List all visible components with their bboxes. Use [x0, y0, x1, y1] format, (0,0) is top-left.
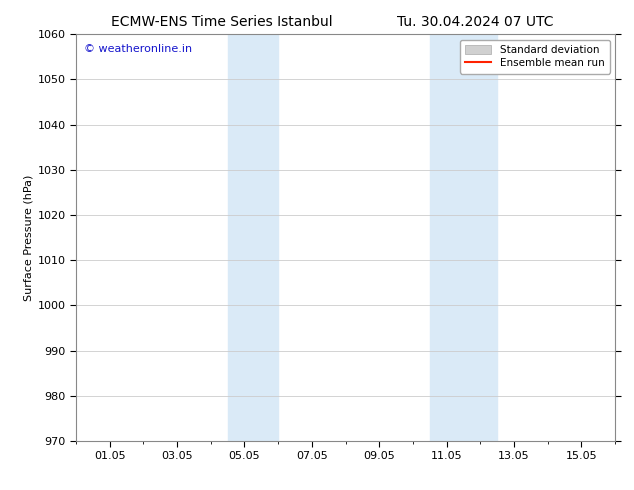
Legend: Standard deviation, Ensemble mean run: Standard deviation, Ensemble mean run — [460, 40, 610, 74]
Text: ECMW-ENS Time Series Istanbul: ECMW-ENS Time Series Istanbul — [111, 15, 333, 29]
Bar — [430, 34, 497, 441]
Text: © weatheronline.in: © weatheronline.in — [84, 45, 192, 54]
Y-axis label: Surface Pressure (hPa): Surface Pressure (hPa) — [23, 174, 34, 301]
Bar — [228, 34, 278, 441]
Text: Tu. 30.04.2024 07 UTC: Tu. 30.04.2024 07 UTC — [398, 15, 553, 29]
